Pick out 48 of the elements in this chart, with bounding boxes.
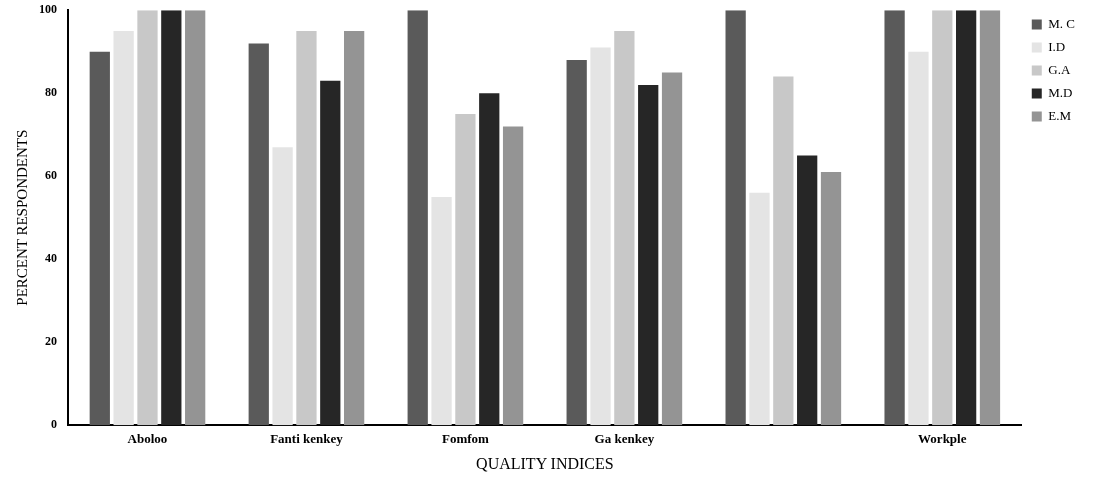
bar — [407, 10, 428, 426]
y-tick-label: 20 — [45, 334, 57, 349]
bar — [638, 84, 659, 426]
bar — [479, 93, 500, 426]
legend-label: M. C — [1048, 15, 1075, 31]
bar — [956, 10, 977, 426]
bar — [248, 43, 269, 426]
y-tick-label: 80 — [45, 85, 57, 100]
bar — [566, 60, 587, 426]
bar — [272, 147, 293, 426]
bar — [661, 72, 683, 426]
bar — [455, 113, 476, 426]
bar — [590, 47, 611, 426]
bar — [884, 10, 905, 426]
y-axis-title: PERCENT RESPONDENTS — [13, 129, 30, 306]
bar — [89, 51, 110, 426]
bar — [502, 126, 524, 426]
bar — [773, 76, 794, 426]
y-tick-label: 100 — [39, 2, 57, 17]
bar — [932, 10, 953, 426]
x-tick-label: Ga kenkey — [594, 431, 655, 447]
bar — [820, 172, 842, 426]
bar — [296, 30, 317, 426]
bar — [113, 30, 134, 426]
x-tick-label: Fanti kenkey — [270, 431, 344, 447]
bar — [431, 196, 452, 426]
y-tick-label: 40 — [45, 251, 57, 266]
bar — [137, 10, 158, 426]
legend-label: I.D — [1048, 38, 1066, 54]
bar — [161, 10, 182, 426]
x-tick-label: Fomfom — [441, 431, 490, 447]
x-axis-title: QUALITY INDICES — [476, 454, 614, 472]
y-tick-label: 0 — [51, 417, 57, 432]
legend-label: M.D — [1048, 84, 1073, 100]
legend-label: G.A — [1048, 61, 1071, 77]
legend-label: E.M — [1048, 107, 1072, 123]
bar — [749, 192, 770, 426]
bar — [908, 51, 929, 426]
bar — [725, 10, 746, 426]
bar — [979, 10, 1001, 426]
bar — [797, 155, 818, 426]
bar — [344, 30, 365, 426]
x-tick-label: Aboloo — [127, 431, 168, 447]
bar — [614, 30, 635, 426]
x-tick-label: Workple — [918, 431, 967, 447]
y-tick-label: 60 — [45, 168, 57, 183]
bar — [185, 10, 206, 426]
bar — [320, 80, 341, 426]
